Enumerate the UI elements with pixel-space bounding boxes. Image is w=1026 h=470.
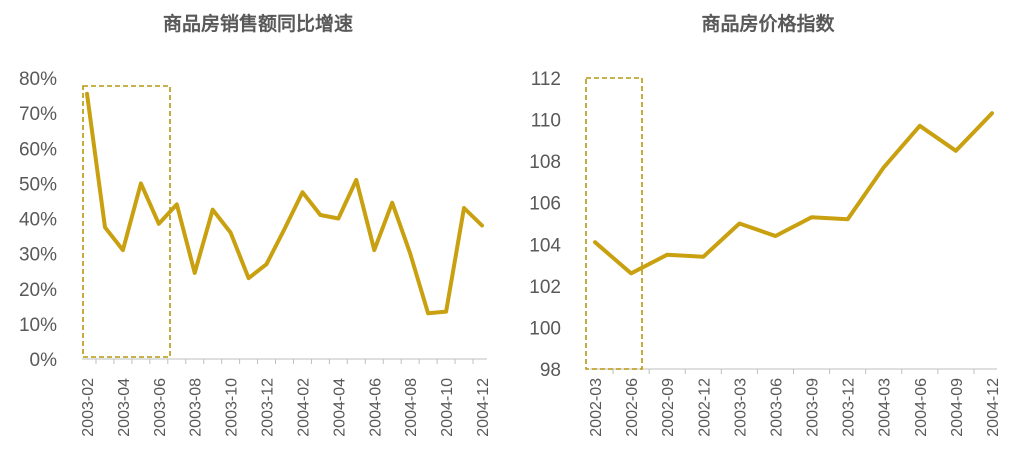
chart-2-x-tick-label: 2003-03 <box>732 378 749 437</box>
chart-1-series-line <box>85 91 484 316</box>
chart-2-x-tick-label: 2004-12 <box>985 378 1002 437</box>
chart-2-x-tick-label: 2002-09 <box>660 378 677 437</box>
chart-2-y-tick-label: 112 <box>531 69 561 90</box>
chart-1-x-tick-label: 2003-08 <box>188 378 205 437</box>
chart-1-y-tick-label: 40% <box>19 210 57 231</box>
chart-2-highlight-box <box>585 77 643 370</box>
chart-1-x-tick-label: 2004-12 <box>475 378 492 437</box>
chart-1-x-tick-label: 2004-06 <box>367 378 384 437</box>
chart-1-y-tick-label: 0% <box>30 350 58 371</box>
chart-2-x-tick-label: 2002-06 <box>624 378 641 437</box>
chart-1-x-tick-label: 2003-04 <box>116 378 133 437</box>
chart-1-x-tick-label: 2003-02 <box>80 378 97 437</box>
chart-1-title: 商品房销售额同比增速 <box>163 12 353 35</box>
chart-2-y-tick-label: 102 <box>529 277 561 298</box>
chart-2-y-tick-label: 98 <box>540 360 561 381</box>
chart-1-x-tick-label: 2004-02 <box>295 378 312 437</box>
chart-2-x-tick-label: 2004-06 <box>913 378 930 437</box>
chart-1-y-tick-label: 20% <box>19 280 57 301</box>
chart-2-x-tick-label: 2003-12 <box>841 378 858 437</box>
chart-1-x-tick-label: 2003-10 <box>224 378 241 437</box>
chart-2-y-tick-label: 104 <box>529 235 561 256</box>
chart-1-y-tick-label: 10% <box>19 315 57 336</box>
chart-2-x-tick-label: 2004-09 <box>949 378 966 437</box>
chart-2-x-tick-label: 2002-12 <box>696 378 713 437</box>
chart-2-y-tick-label: 100 <box>529 318 561 339</box>
chart-2-y-tick-label: 106 <box>529 194 561 215</box>
chart-1-x-tick-label: 2004-04 <box>331 378 348 437</box>
chart-1-y-tick-label: 70% <box>19 104 57 125</box>
chart-2-x-tick-label: 2003-09 <box>805 378 822 437</box>
chart-1-x-tick-label: 2003-06 <box>152 378 169 437</box>
chart-1-y-tick-label: 50% <box>19 174 57 195</box>
chart-2-y-tick-label: 108 <box>529 152 561 173</box>
chart-2-y-tick-label: 110 <box>531 111 561 132</box>
chart-1-y-tick-label: 60% <box>19 139 57 160</box>
chart-1-x-tick-label: 2004-08 <box>403 378 420 437</box>
chart-2-x-tick-label: 2004-03 <box>877 378 894 437</box>
chart-1-y-tick-label: 80% <box>19 69 57 90</box>
chart-2-x-tick-label: 2003-06 <box>768 378 785 437</box>
chart-1-x-tick-label: 2004-10 <box>439 378 456 437</box>
chart-1-highlight-box <box>82 85 171 358</box>
chart-1-x-tick-label: 2003-12 <box>260 378 277 437</box>
chart-2-series-line <box>593 111 994 276</box>
chart-2-x-tick-label: 2002-03 <box>588 378 605 437</box>
chart-1-y-tick-label: 30% <box>19 245 57 266</box>
chart-2-title: 商品房价格指数 <box>701 12 835 35</box>
